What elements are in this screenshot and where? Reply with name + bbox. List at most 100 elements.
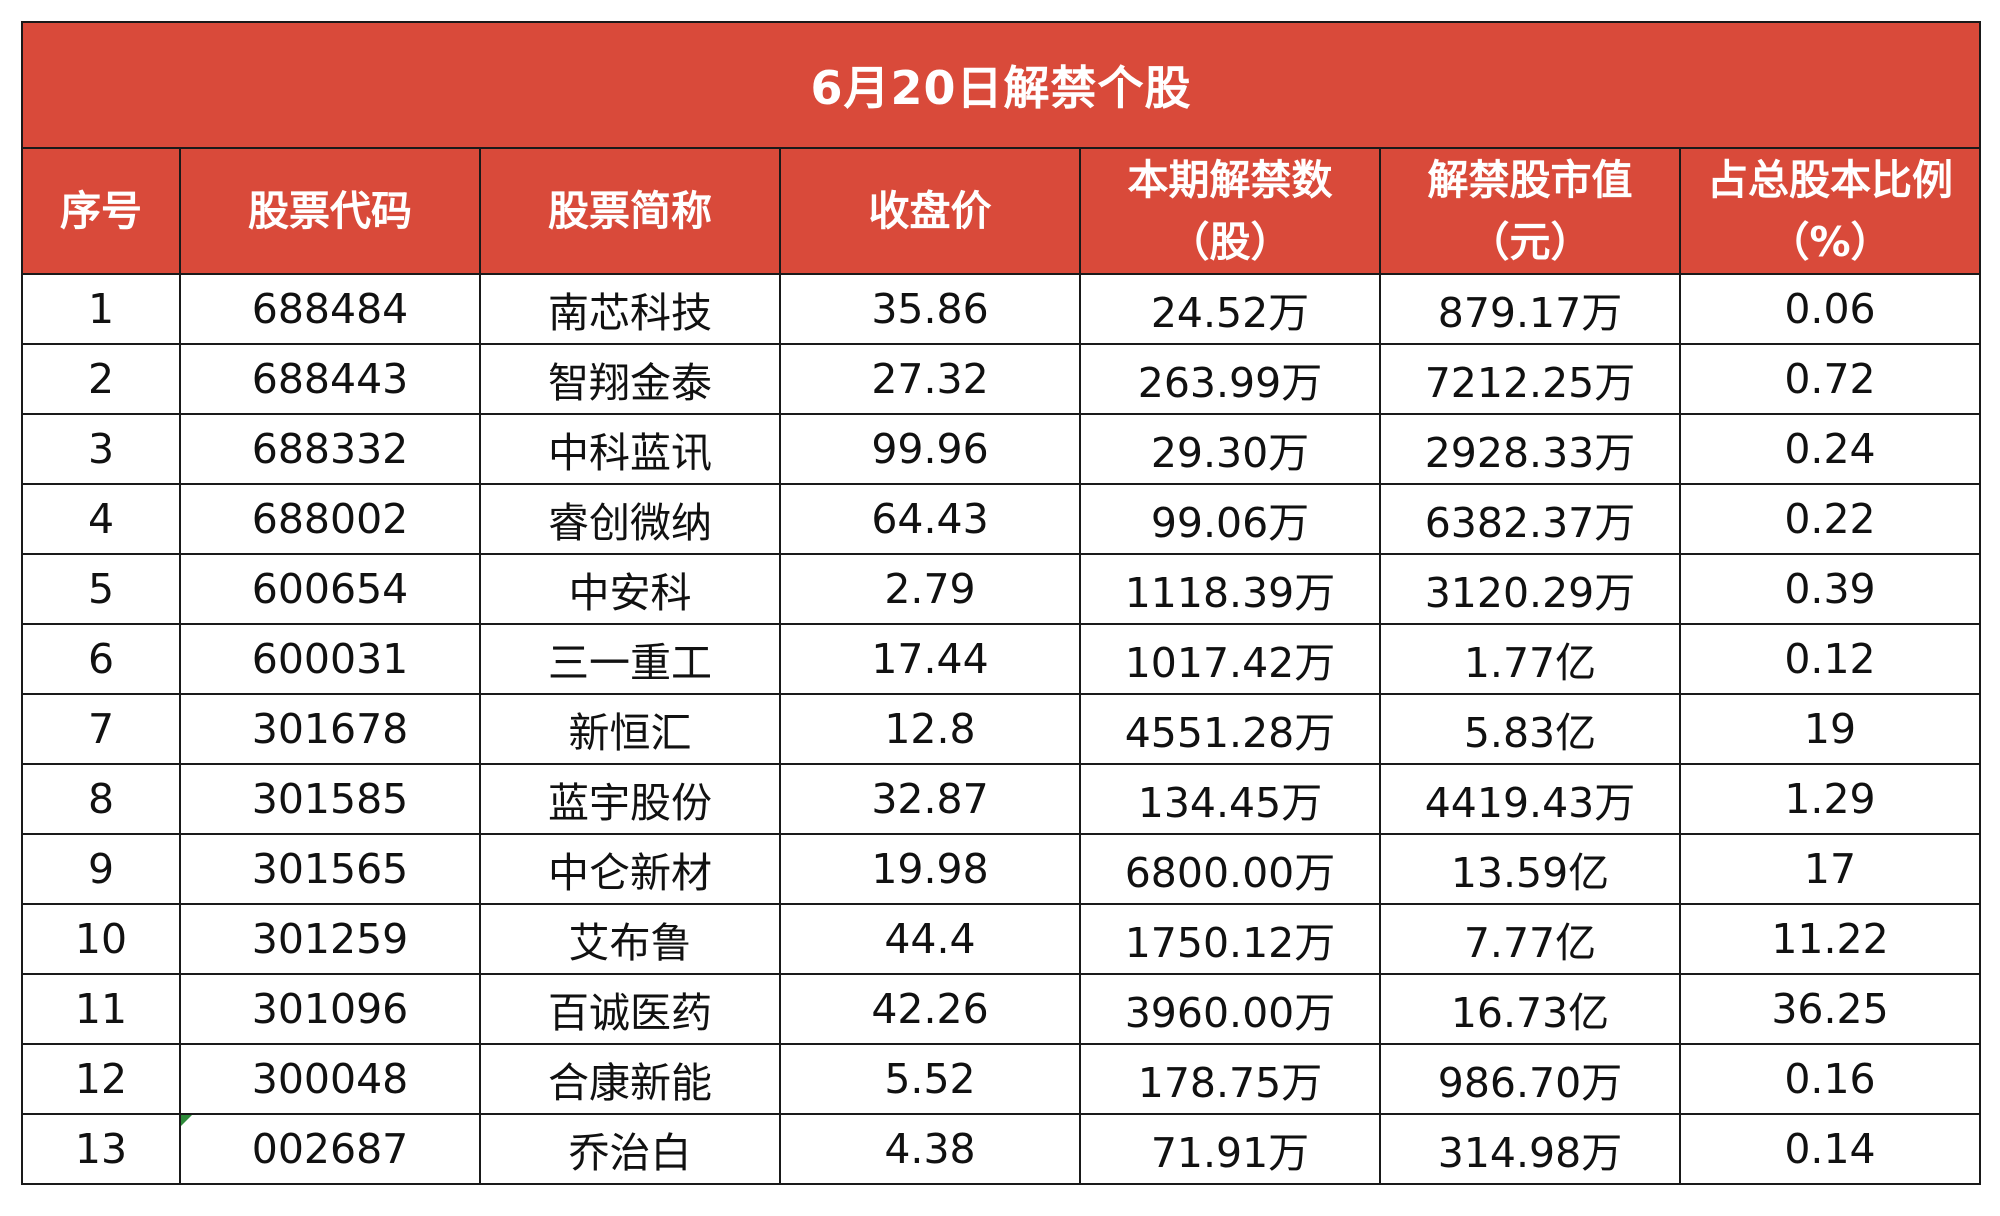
cell-stock-name[interactable]: 南芯科技 xyxy=(479,273,781,345)
cell-ratio-of-total[interactable]: 0.16 xyxy=(1679,1043,1981,1115)
cell-stock-name[interactable]: 乔治白 xyxy=(479,1113,781,1185)
cell-close-price[interactable]: 44.4 xyxy=(779,903,1081,975)
cell-close-price[interactable]: 99.96 xyxy=(779,413,1081,485)
header-unlock-market-value-line: （元） xyxy=(1468,218,1592,266)
cell-unlock-shares[interactable]: 3960.00万 xyxy=(1079,973,1381,1045)
cell-unlock-shares[interactable]: 6800.00万 xyxy=(1079,833,1381,905)
cell-seq[interactable]: 3 xyxy=(21,413,181,485)
cell-unlock-market-value[interactable]: 314.98万 xyxy=(1379,1113,1681,1185)
cell-close-price[interactable]: 5.52 xyxy=(779,1043,1081,1115)
cell-stock-code[interactable]: 301259 xyxy=(179,903,481,975)
header-seq-line: 序号 xyxy=(60,187,142,235)
cell-ratio-of-total[interactable]: 0.24 xyxy=(1679,413,1981,485)
cell-close-price[interactable]: 35.86 xyxy=(779,273,1081,345)
cell-stock-code[interactable]: 301585 xyxy=(179,763,481,835)
cell-unlock-market-value[interactable]: 16.73亿 xyxy=(1379,973,1681,1045)
cell-stock-name[interactable]: 三一重工 xyxy=(479,623,781,695)
cell-unlock-shares[interactable]: 1750.12万 xyxy=(1079,903,1381,975)
cell-stock-code[interactable]: 600654 xyxy=(179,553,481,625)
cell-ratio-of-total[interactable]: 19 xyxy=(1679,693,1981,765)
cell-seq[interactable]: 1 xyxy=(21,273,181,345)
cell-close-price[interactable]: 64.43 xyxy=(779,483,1081,555)
cell-close-price[interactable]: 4.38 xyxy=(779,1113,1081,1185)
cell-seq[interactable]: 12 xyxy=(21,1043,181,1115)
cell-ratio-of-total[interactable]: 0.72 xyxy=(1679,343,1981,415)
cell-ratio-of-total[interactable]: 36.25 xyxy=(1679,973,1981,1045)
cell-unlock-market-value[interactable]: 5.83亿 xyxy=(1379,693,1681,765)
cell-ratio-of-total[interactable]: 17 xyxy=(1679,833,1981,905)
cell-unlock-shares[interactable]: 4551.28万 xyxy=(1079,693,1381,765)
cell-close-price[interactable]: 2.79 xyxy=(779,553,1081,625)
cell-seq[interactable]: 6 xyxy=(21,623,181,695)
table-row: 2 688443 智翔金泰 27.32 263.99万 7212.25万 0.72 xyxy=(21,343,1981,415)
cell-seq[interactable]: 11 xyxy=(21,973,181,1045)
cell-unlock-market-value[interactable]: 7.77亿 xyxy=(1379,903,1681,975)
cell-seq[interactable]: 10 xyxy=(21,903,181,975)
cell-stock-name[interactable]: 中安科 xyxy=(479,553,781,625)
cell-unlock-shares[interactable]: 134.45万 xyxy=(1079,763,1381,835)
cell-unlock-market-value[interactable]: 2928.33万 xyxy=(1379,413,1681,485)
cell-unlock-market-value[interactable]: 879.17万 xyxy=(1379,273,1681,345)
cell-stock-name[interactable]: 百诚医药 xyxy=(479,973,781,1045)
cell-seq[interactable]: 2 xyxy=(21,343,181,415)
cell-stock-name[interactable]: 艾布鲁 xyxy=(479,903,781,975)
cell-seq[interactable]: 8 xyxy=(21,763,181,835)
cell-ratio-of-total[interactable]: 0.06 xyxy=(1679,273,1981,345)
cell-unlock-market-value[interactable]: 7212.25万 xyxy=(1379,343,1681,415)
cell-close-price[interactable]: 27.32 xyxy=(779,343,1081,415)
cell-unlock-shares[interactable]: 178.75万 xyxy=(1079,1043,1381,1115)
cell-unlock-market-value[interactable]: 4419.43万 xyxy=(1379,763,1681,835)
cell-stock-name[interactable]: 中科蓝讯 xyxy=(479,413,781,485)
cell-close-price[interactable]: 32.87 xyxy=(779,763,1081,835)
cell-stock-code[interactable]: 300048 xyxy=(179,1043,481,1115)
cell-close-price[interactable]: 42.26 xyxy=(779,973,1081,1045)
cell-stock-name[interactable]: 中仑新材 xyxy=(479,833,781,905)
cell-unlock-shares[interactable]: 263.99万 xyxy=(1079,343,1381,415)
table-row: 12 300048 合康新能 5.52 178.75万 986.70万 0.16 xyxy=(21,1043,1981,1115)
cell-close-price[interactable]: 12.8 xyxy=(779,693,1081,765)
cell-stock-code[interactable]: 688443 xyxy=(179,343,481,415)
cell-seq[interactable]: 5 xyxy=(21,553,181,625)
cell-seq[interactable]: 13 xyxy=(21,1113,181,1185)
text-number-marker-icon xyxy=(182,1116,192,1126)
cell-ratio-of-total[interactable]: 0.14 xyxy=(1679,1113,1981,1185)
cell-seq[interactable]: 4 xyxy=(21,483,181,555)
cell-ratio-of-total[interactable]: 0.12 xyxy=(1679,623,1981,695)
cell-ratio-of-total[interactable]: 0.39 xyxy=(1679,553,1981,625)
cell-unlock-shares[interactable]: 99.06万 xyxy=(1079,483,1381,555)
cell-unlock-shares[interactable]: 24.52万 xyxy=(1079,273,1381,345)
cell-stock-code[interactable]: 688332 xyxy=(179,413,481,485)
cell-unlock-market-value[interactable]: 13.59亿 xyxy=(1379,833,1681,905)
cell-stock-name[interactable]: 合康新能 xyxy=(479,1043,781,1115)
cell-stock-code[interactable]: 688002 xyxy=(179,483,481,555)
cell-unlock-shares[interactable]: 1017.42万 xyxy=(1079,623,1381,695)
table-row: 7 301678 新恒汇 12.8 4551.28万 5.83亿 19 xyxy=(21,693,1981,765)
cell-unlock-market-value[interactable]: 986.70万 xyxy=(1379,1043,1681,1115)
cell-unlock-shares[interactable]: 1118.39万 xyxy=(1079,553,1381,625)
cell-unlock-market-value[interactable]: 6382.37万 xyxy=(1379,483,1681,555)
cell-unlock-market-value[interactable]: 1.77亿 xyxy=(1379,623,1681,695)
cell-stock-code[interactable]: 688484 xyxy=(179,273,481,345)
cell-close-price[interactable]: 17.44 xyxy=(779,623,1081,695)
cell-stock-name[interactable]: 智翔金泰 xyxy=(479,343,781,415)
cell-stock-name[interactable]: 新恒汇 xyxy=(479,693,781,765)
cell-stock-code[interactable]: 301565 xyxy=(179,833,481,905)
header-stock-name: 股票简称 xyxy=(479,147,781,275)
cell-unlock-shares[interactable]: 29.30万 xyxy=(1079,413,1381,485)
cell-stock-name[interactable]: 蓝宇股份 xyxy=(479,763,781,835)
cell-stock-code[interactable]: 002687 xyxy=(179,1113,481,1185)
cell-unlock-market-value[interactable]: 3120.29万 xyxy=(1379,553,1681,625)
cell-seq[interactable]: 7 xyxy=(21,693,181,765)
cell-close-price[interactable]: 19.98 xyxy=(779,833,1081,905)
table-row: 1 688484 南芯科技 35.86 24.52万 879.17万 0.06 xyxy=(21,273,1981,345)
cell-stock-code[interactable]: 301096 xyxy=(179,973,481,1045)
cell-seq[interactable]: 9 xyxy=(21,833,181,905)
cell-ratio-of-total[interactable]: 1.29 xyxy=(1679,763,1981,835)
table-body: 1 688484 南芯科技 35.86 24.52万 879.17万 0.06 2 688443… xyxy=(21,273,1981,1185)
cell-stock-code[interactable]: 600031 xyxy=(179,623,481,695)
cell-stock-code[interactable]: 301678 xyxy=(179,693,481,765)
cell-ratio-of-total[interactable]: 11.22 xyxy=(1679,903,1981,975)
cell-stock-name[interactable]: 睿创微纳 xyxy=(479,483,781,555)
cell-ratio-of-total[interactable]: 0.22 xyxy=(1679,483,1981,555)
cell-unlock-shares[interactable]: 71.91万 xyxy=(1079,1113,1381,1185)
